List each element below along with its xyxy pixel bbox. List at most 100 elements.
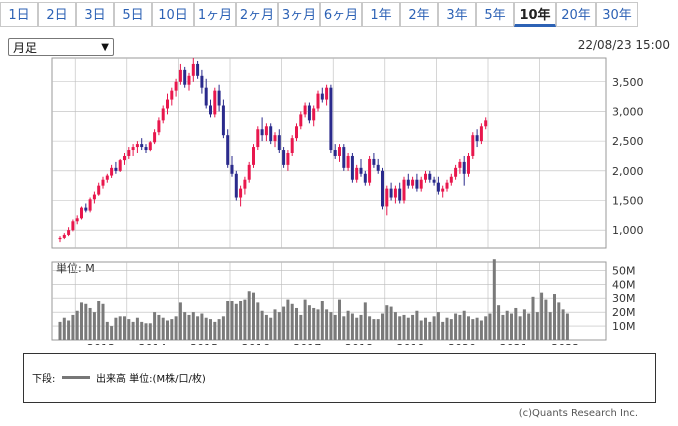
volume-bar [497, 305, 501, 340]
candle-body [140, 144, 144, 148]
candle-body [105, 175, 109, 180]
tab-15[interactable]: 20年 [556, 2, 596, 27]
candle-body [252, 147, 255, 165]
volume-bar [411, 314, 415, 340]
tab-2[interactable]: 2日 [38, 2, 76, 27]
candle-body [295, 126, 298, 139]
volume-bar [252, 292, 255, 340]
candle-body [217, 90, 221, 106]
volume-tick-label: 50M [612, 264, 636, 277]
candle-body [200, 75, 204, 88]
candle-body [221, 105, 225, 136]
candle-body [333, 150, 337, 156]
candle-body [84, 207, 88, 211]
candle-body [153, 132, 157, 143]
candle-body [312, 108, 316, 121]
tab-12[interactable]: 3年 [438, 2, 476, 27]
volume-bar [372, 319, 376, 340]
volume-bar [196, 316, 200, 340]
candle-body [88, 199, 92, 211]
candle-body [398, 188, 402, 201]
candle-body [135, 144, 139, 148]
volume-tick-label: 20M [612, 306, 636, 319]
candle-body [479, 126, 483, 142]
tab-8[interactable]: 3ヶ月 [278, 2, 320, 27]
candle-body [307, 105, 311, 121]
volume-bar [221, 316, 225, 340]
candle-body [385, 188, 389, 207]
volume-bar [264, 314, 268, 340]
x-tick-label: 2017 [293, 342, 321, 345]
volume-bar [432, 316, 436, 340]
chart-datetime: 22/08/23 15:00 [577, 38, 670, 52]
volume-bar [88, 307, 92, 340]
tab-6[interactable]: 1ヶ月 [194, 2, 236, 27]
candle-body [282, 150, 286, 165]
candle-body [110, 167, 114, 176]
candle-body [239, 188, 243, 198]
volume-bar [355, 317, 359, 340]
volume-bar [402, 314, 406, 340]
volume-bar [393, 312, 397, 340]
candle-body [101, 179, 105, 186]
candle-body [445, 182, 449, 189]
candle-body [389, 188, 393, 198]
candle-body [114, 167, 118, 171]
volume-bar [84, 303, 88, 340]
x-tick-label: 2014 [139, 342, 167, 345]
tab-9[interactable]: 6ヶ月 [320, 2, 362, 27]
volume-bar [342, 316, 346, 340]
tab-14[interactable]: 10年 [514, 2, 556, 27]
tab-5[interactable]: 10日 [152, 2, 194, 27]
volume-bar [424, 317, 427, 340]
tab-10[interactable]: 1年 [362, 2, 400, 27]
tab-7[interactable]: 2ヶ月 [236, 2, 278, 27]
price-tick-label: 3,500 [612, 76, 644, 89]
candle-body [428, 173, 432, 180]
candle-body [363, 173, 367, 183]
volume-bar [338, 299, 341, 340]
tab-16[interactable]: 30年 [596, 2, 638, 27]
candle-body [170, 90, 174, 100]
candle-body [424, 173, 427, 180]
tab-11[interactable]: 2年 [400, 2, 438, 27]
candle-body [411, 179, 415, 186]
tab-3[interactable]: 3日 [76, 2, 114, 27]
volume-bar [187, 314, 191, 340]
volume-bar [471, 319, 475, 340]
volume-bar [80, 302, 83, 340]
volume-bar [256, 302, 260, 340]
x-tick-label: 2019 [397, 342, 425, 345]
volume-bar [170, 319, 174, 340]
candle-body [204, 87, 208, 106]
candle-body [290, 138, 294, 153]
x-tick-label: 2020 [448, 342, 476, 345]
volume-bar [67, 320, 71, 340]
volume-bar [183, 312, 187, 340]
price-tick-label: 2,000 [612, 165, 644, 178]
candle-body [273, 135, 277, 142]
candle-body [97, 185, 101, 195]
volume-bar [436, 312, 440, 340]
volume-bar [131, 321, 135, 340]
x-tick-label: 2018 [345, 342, 373, 345]
tab-4[interactable]: 5日 [114, 2, 152, 27]
volume-bar [419, 320, 423, 340]
volume-bar [282, 306, 286, 340]
volume-plot-frame [51, 261, 607, 341]
tab-13[interactable]: 5年 [476, 2, 514, 27]
period-select[interactable]: 月足 ▼ [8, 38, 114, 56]
candle-body [131, 147, 135, 151]
volume-bar [213, 321, 217, 340]
candle-body [191, 63, 195, 76]
candle-body [178, 69, 182, 82]
candle-body [458, 161, 462, 168]
volume-tick-label: 10M [612, 320, 636, 333]
volume-bar [110, 326, 114, 340]
tab-1[interactable]: 1日 [0, 2, 38, 27]
price-tick-label: 2,500 [612, 135, 644, 148]
volume-bar [230, 301, 234, 340]
volume-bar [62, 317, 66, 340]
volume-bar [467, 316, 470, 340]
volume-bar [273, 309, 277, 340]
